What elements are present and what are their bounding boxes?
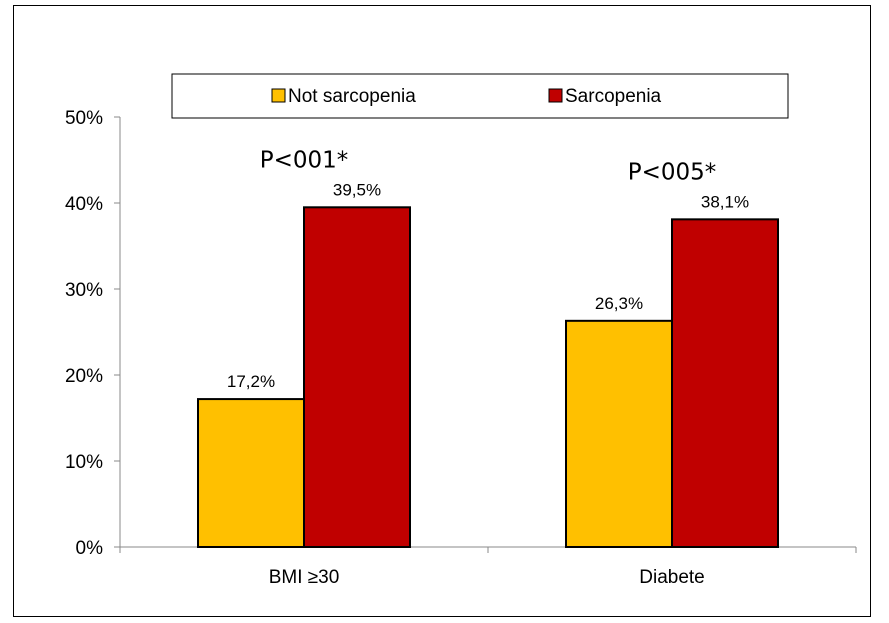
p-value-annotation: P<001*: [260, 147, 349, 173]
y-tick-label: 20%: [65, 366, 103, 387]
data-label: 17,2%: [227, 372, 275, 391]
bar-sarcopenia-2: [671, 218, 779, 548]
data-label: 26,3%: [595, 294, 643, 313]
legend-swatch-not-sarcopenia: [271, 88, 286, 103]
x-category-label: BMI ≥30: [269, 567, 340, 588]
y-tick-label: 50%: [65, 108, 103, 129]
bar-sarcopenia-1: [303, 206, 411, 549]
bar-not-sarcopenia-2: [565, 319, 673, 548]
y-tick-label: 10%: [65, 452, 103, 473]
legend-label: Not sarcopenia: [288, 86, 416, 107]
y-tick-label: 0%: [76, 538, 104, 559]
y-tick-label: 40%: [65, 194, 103, 215]
legend-swatch-sarcopenia: [548, 88, 563, 103]
y-tick-label: 30%: [65, 280, 103, 301]
data-label: 38,1%: [701, 192, 749, 211]
p-value-annotation: P<005*: [628, 159, 717, 185]
bar-not-sarcopenia-1: [197, 398, 305, 548]
legend-box: [171, 73, 789, 119]
data-label: 39,5%: [333, 180, 381, 199]
x-category-label: Diabete: [639, 567, 705, 588]
legend-label: Sarcopenia: [565, 86, 662, 107]
